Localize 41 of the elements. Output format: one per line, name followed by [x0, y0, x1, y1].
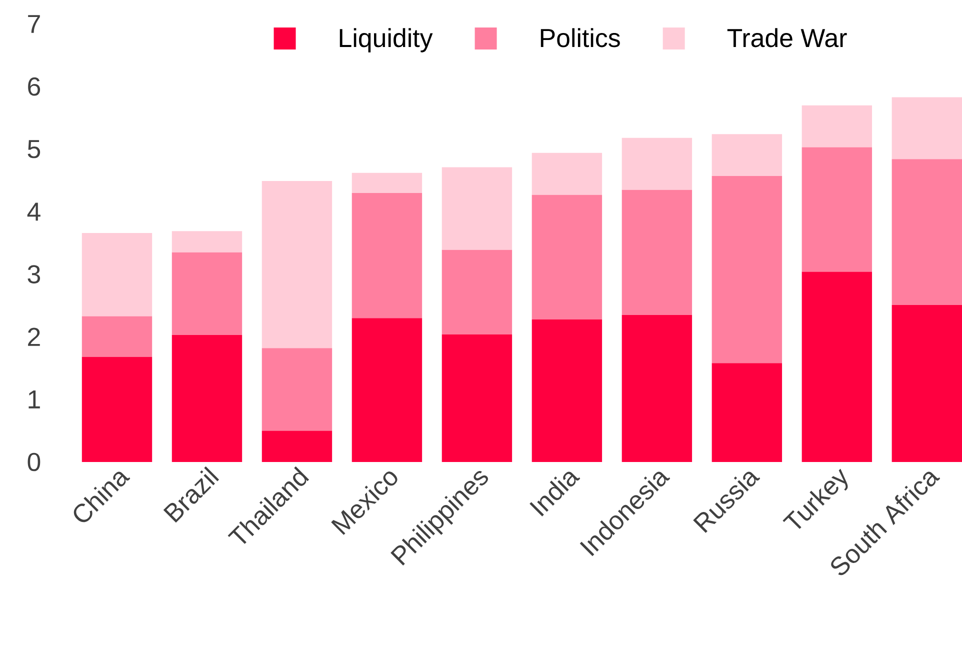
- y-tick-label: 5: [28, 140, 40, 158]
- bar: [352, 192, 422, 318]
- bar: [172, 231, 242, 252]
- bar: [82, 356, 152, 462]
- y-tick-label: 7: [28, 15, 40, 33]
- bar: [262, 181, 332, 348]
- bar: [802, 147, 872, 272]
- bar: [622, 190, 692, 315]
- bar: [352, 318, 422, 462]
- bar: [712, 363, 782, 462]
- bar: [892, 159, 962, 305]
- bar: [532, 194, 602, 320]
- bar: [892, 97, 962, 160]
- bar: [712, 134, 782, 176]
- bar: [442, 167, 512, 250]
- bar: [622, 138, 692, 190]
- y-tick-label: 2: [28, 328, 40, 346]
- bar: [532, 152, 602, 195]
- bar: [262, 430, 332, 462]
- y-tick-label: 1: [28, 390, 40, 408]
- bar: [622, 314, 692, 462]
- y-tick-label: 6: [28, 77, 40, 96]
- bar: [442, 250, 512, 334]
- y-tick-label: 3: [28, 265, 40, 284]
- legend-label: Liquidity: [340, 28, 433, 52]
- bar: [712, 176, 782, 364]
- y-tick-label: 4: [27, 202, 40, 221]
- legend-label: Trade War: [727, 28, 847, 48]
- bar: [802, 105, 872, 148]
- bar: [82, 316, 152, 357]
- bar: [172, 334, 242, 462]
- bar: [172, 252, 242, 335]
- bar: [892, 304, 962, 462]
- bar: [802, 272, 872, 462]
- bar: [532, 319, 602, 462]
- bar: [262, 348, 332, 431]
- bar: [442, 334, 512, 462]
- bar: [352, 172, 422, 193]
- legend-label: Politics: [540, 28, 620, 48]
- bar: [82, 232, 152, 316]
- y-tick-label: 0: [28, 452, 40, 472]
